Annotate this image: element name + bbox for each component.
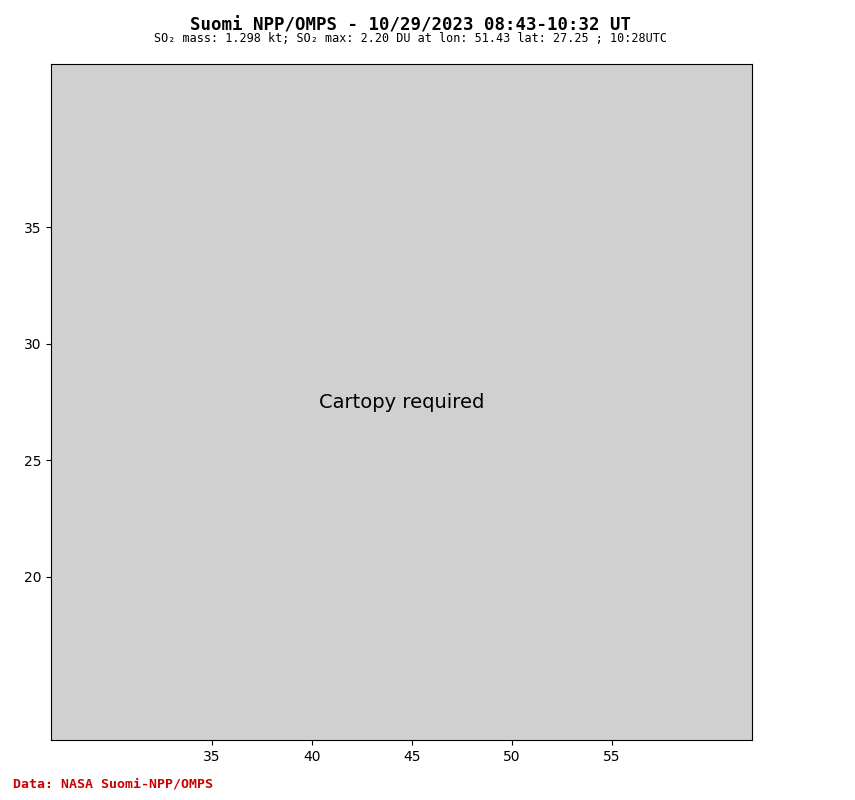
Text: Suomi NPP/OMPS - 10/29/2023 08:43-10:32 UT: Suomi NPP/OMPS - 10/29/2023 08:43-10:32 … <box>190 16 631 34</box>
Text: SO₂ mass: 1.298 kt; SO₂ max: 2.20 DU at lon: 51.43 lat: 27.25 ; 10:28UTC: SO₂ mass: 1.298 kt; SO₂ max: 2.20 DU at … <box>154 32 667 45</box>
Text: Data: NASA Suomi-NPP/OMPS: Data: NASA Suomi-NPP/OMPS <box>13 778 213 790</box>
Text: Cartopy required: Cartopy required <box>319 393 485 411</box>
